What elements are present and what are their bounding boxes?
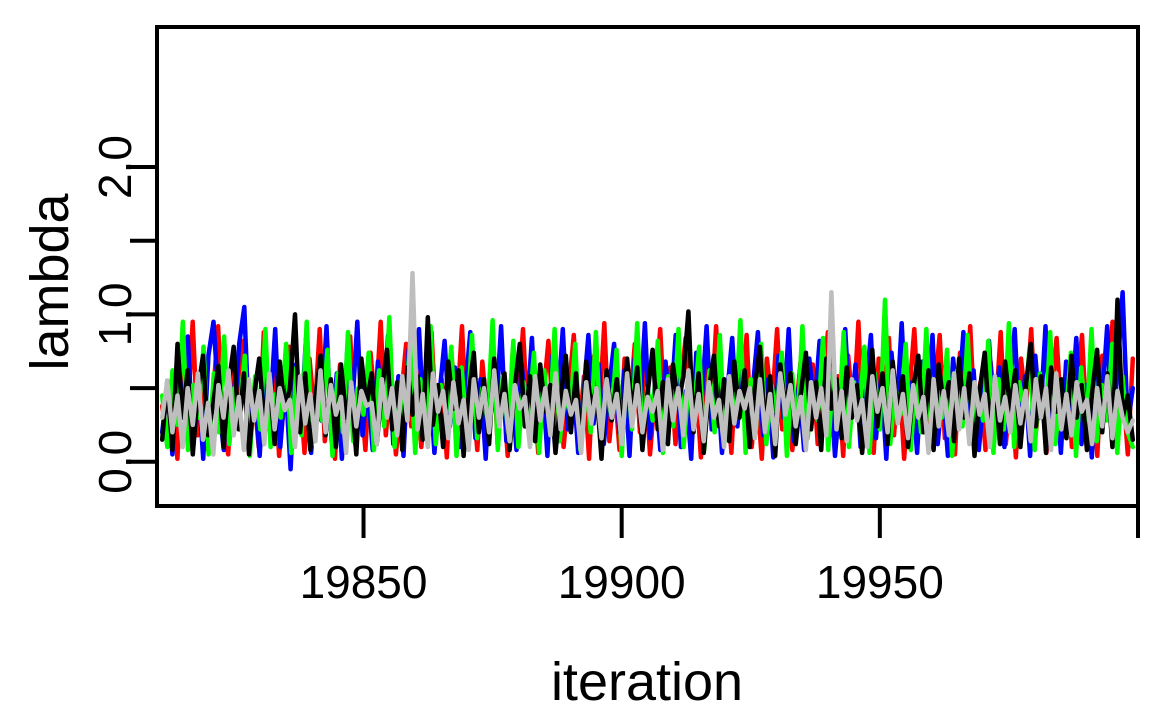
x-axis-title: iteration <box>551 652 743 712</box>
x-tick-label: 19950 <box>816 556 944 608</box>
y-tick-label: 2.0 <box>89 135 141 199</box>
series-layer <box>159 270 1136 472</box>
y-tick-label: 1.0 <box>89 282 141 346</box>
x-axis: 19850 19900 19950 <box>300 506 1140 608</box>
y-axis: 0.0 1.0 2.0 <box>89 135 157 494</box>
series-line-5 <box>159 270 1136 457</box>
x-tick-label: 19850 <box>300 556 428 608</box>
y-axis-title: lambda <box>20 192 80 370</box>
x-tick-label: 19900 <box>558 556 686 608</box>
y-tick-label: 0.0 <box>89 430 141 494</box>
plot-frame <box>155 25 1140 508</box>
